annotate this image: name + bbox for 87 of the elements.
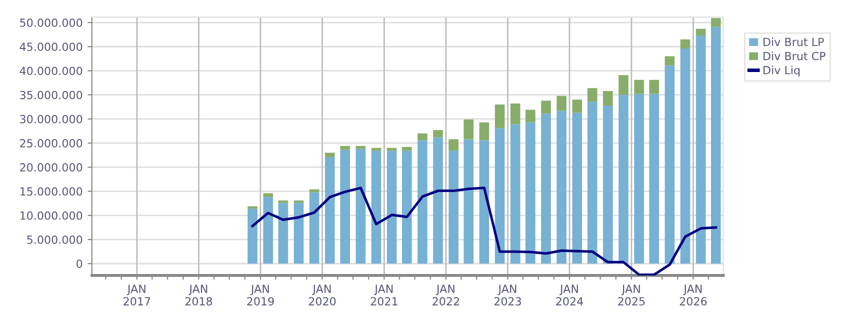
y-tick-label: 25.000.000: [20, 139, 82, 148]
legend-label: Div Brut LP: [764, 38, 824, 46]
x-tick-label: JAN 2025: [618, 284, 645, 306]
bar: [464, 119, 474, 140]
x-tick-label: JAN 2024: [556, 284, 584, 306]
bar: [386, 150, 397, 264]
y-tick-label: 0: [76, 260, 82, 268]
bar: [340, 150, 350, 264]
bar: [294, 202, 304, 264]
bar: [340, 146, 350, 150]
bar: [448, 150, 458, 264]
bar: [680, 39, 690, 49]
y-tick-label: 30.000.000: [20, 114, 82, 124]
bar: [696, 28, 706, 36]
bar: [402, 150, 412, 264]
bar: [587, 102, 598, 264]
bar: [433, 137, 443, 264]
line-series: [251, 186, 718, 276]
legend-label: Div Brut CP: [764, 52, 826, 60]
y-tick-label: 40.000.000: [20, 66, 82, 76]
bar: [464, 139, 474, 264]
bar: [248, 208, 258, 264]
bar: [356, 148, 366, 264]
x-tick-label: JAN 2017: [124, 284, 150, 306]
bar: [433, 130, 443, 138]
x-tick-label: JAN 2022: [432, 284, 459, 306]
bar: [603, 90, 613, 106]
x-tick-label: JAN 2021: [370, 284, 398, 306]
bar: [278, 200, 288, 203]
bar: [510, 104, 520, 124]
bar: [479, 140, 490, 264]
y-tick-label: 20.000.000: [20, 163, 82, 172]
bar: [710, 18, 721, 27]
bar: [263, 197, 273, 264]
bar: [448, 139, 458, 151]
bar: [587, 88, 598, 102]
bar: [278, 202, 288, 264]
bar: [386, 148, 397, 151]
bar: [664, 56, 675, 66]
bar: [664, 65, 675, 264]
bar: [649, 94, 660, 264]
bar: [603, 105, 613, 264]
bar: [541, 100, 551, 114]
bar: [479, 122, 490, 140]
bar: [541, 114, 551, 264]
bar: [510, 124, 520, 264]
bar: [649, 80, 660, 94]
bar: [572, 100, 582, 113]
bar: [402, 146, 412, 151]
x-tick-label: JAN 2019: [247, 284, 274, 306]
bar: [263, 193, 273, 198]
x-tick-label: JAN 2023: [494, 284, 521, 306]
bar: [494, 104, 505, 128]
bar: [634, 80, 644, 94]
bar: [309, 192, 320, 264]
bar: [680, 48, 690, 264]
y-tick-label: 5.000.000: [27, 235, 82, 244]
x-tick-label: JAN 2020: [308, 284, 336, 306]
bar: [418, 133, 428, 140]
bar: [526, 122, 536, 264]
bar: [294, 200, 304, 203]
y-tick-label: 50.000.000: [20, 18, 82, 27]
bar: [556, 110, 566, 264]
bar: [696, 36, 706, 264]
bar: [309, 189, 320, 192]
y-tick-label: 35.000.000: [20, 90, 82, 100]
bar: [526, 110, 536, 122]
bar: [371, 148, 382, 151]
bar: [556, 96, 566, 111]
y-tick-label: 10.000.000: [20, 211, 82, 220]
bar: [371, 150, 382, 264]
x-tick-label: JAN 2026: [680, 284, 707, 306]
y-tick-label: 45.000.000: [20, 42, 82, 52]
bar: [710, 26, 721, 264]
bar: [494, 128, 505, 264]
bar: [618, 75, 628, 95]
bar: [572, 112, 582, 264]
bar: [418, 140, 428, 264]
bar: [324, 157, 335, 264]
bar: [618, 94, 628, 264]
bar: [634, 94, 644, 264]
bar: [356, 146, 366, 149]
bar: [324, 152, 335, 158]
x-tick-label: JAN 2018: [185, 284, 212, 306]
legend-label: Div Liq: [764, 66, 800, 76]
y-tick-label: 15.000.000: [20, 187, 82, 196]
bar: [248, 206, 258, 209]
